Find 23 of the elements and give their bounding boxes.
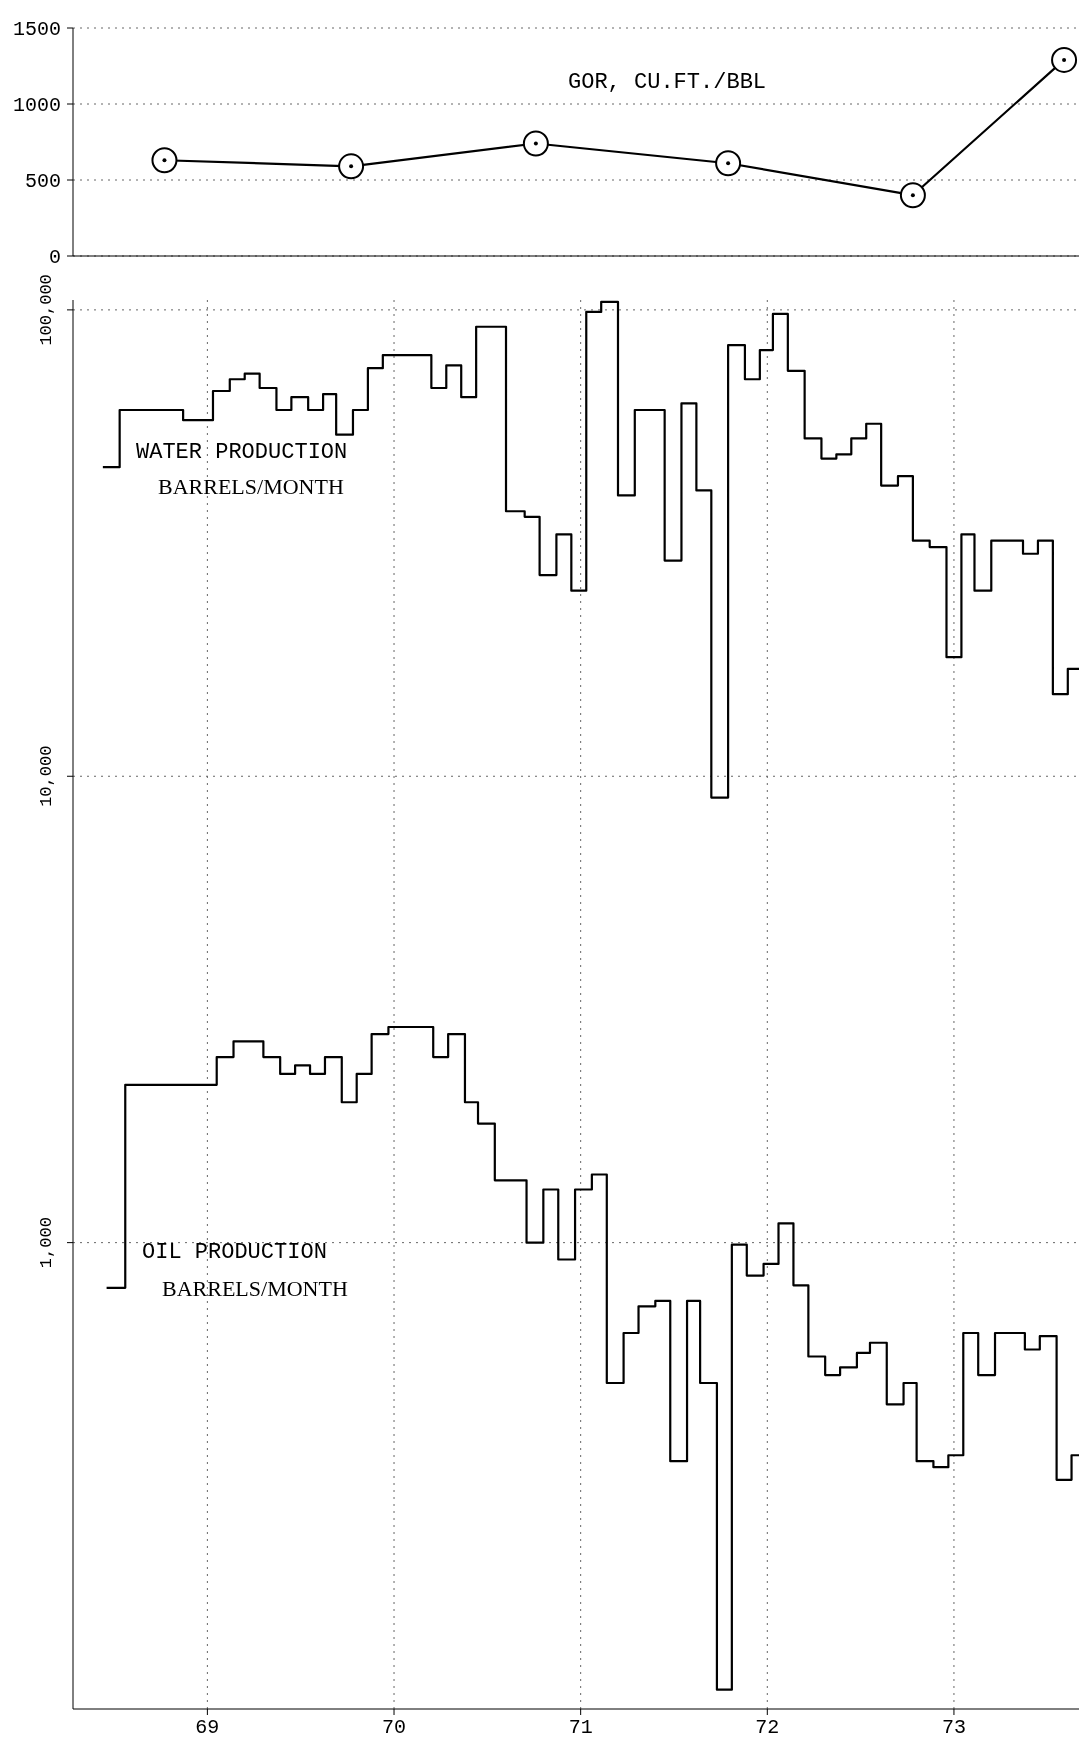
x-tick-label: 72 xyxy=(755,1716,780,1739)
x-tick-label: 71 xyxy=(568,1716,593,1739)
x-tick-label: 69 xyxy=(195,1716,220,1739)
text: GOR, CU.FT./BBL xyxy=(568,70,767,95)
y-tick-label: 1500 xyxy=(12,18,61,41)
annotation: BARRELS/MONTH xyxy=(162,1276,348,1302)
point xyxy=(338,153,365,180)
point xyxy=(899,182,926,209)
annotation: BARRELS/MONTH xyxy=(158,474,344,500)
point xyxy=(715,150,742,177)
y-tick-label: 1,000 xyxy=(37,1217,56,1269)
point xyxy=(1051,46,1078,73)
x-tick-label: 73 xyxy=(941,1716,966,1739)
series-label: WATER PRODUCTION xyxy=(136,440,348,465)
y-tick-label: 500 xyxy=(24,170,61,193)
y-tick-label: 10,000 xyxy=(37,745,56,807)
y-tick-label: 100,000 xyxy=(37,274,56,346)
point xyxy=(151,147,178,174)
x-tick-label: 70 xyxy=(382,1716,407,1739)
y-tick-label: 0 xyxy=(48,246,61,269)
series-label: OIL PRODUCTION xyxy=(142,1240,327,1265)
point xyxy=(522,130,549,157)
y-tick-label: 1000 xyxy=(12,94,61,117)
